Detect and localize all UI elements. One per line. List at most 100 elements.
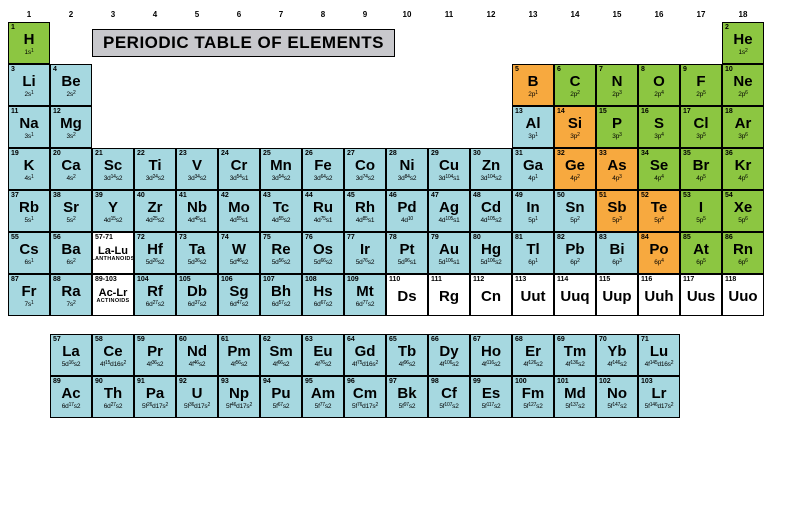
atomic-number: 33 [599, 150, 607, 157]
element-mt: 109Mt6d77s2 [344, 274, 386, 316]
element-symbol: Ta [189, 242, 205, 257]
atomic-number: 55 [11, 234, 19, 241]
electron-config: 6d77s2 [356, 301, 374, 309]
element-symbol: Nd [187, 344, 207, 359]
element-nb: 41Nb4d45s1 [176, 190, 218, 232]
atomic-number: 16 [641, 108, 649, 115]
element-symbol: Ca [61, 158, 80, 173]
element-symbol: Kr [735, 158, 752, 173]
element-symbol: Pb [565, 242, 584, 257]
element-symbol: Ds [397, 289, 416, 304]
element-symbol: Se [650, 158, 668, 173]
element-symbol: Ac [61, 386, 80, 401]
element-symbol: N [612, 74, 623, 89]
atomic-number: 102 [599, 378, 611, 385]
element-uuq: 114 Uuq [554, 274, 596, 316]
electron-config: 5p2 [570, 217, 579, 225]
element-symbol: Cr [231, 158, 248, 173]
element-symbol: Hs [313, 284, 332, 299]
element-uuh: 116Uuh [638, 274, 680, 316]
electron-config: 4f76s2 [315, 361, 332, 369]
element-te: 52Te5p4 [638, 190, 680, 232]
electron-config: 1s1 [24, 49, 33, 57]
atomic-number: 14 [557, 108, 565, 115]
element-es: 99Es5f117s2 [470, 376, 512, 418]
atomic-number: 89 [53, 378, 61, 385]
atomic-number: 85 [683, 234, 691, 241]
element-symbol: Ti [148, 158, 161, 173]
element-w: 74W5d46s2 [218, 232, 260, 274]
electron-config: 4d55s2 [272, 217, 290, 225]
electron-config: 4p4 [654, 175, 663, 183]
element-symbol: Cn [481, 289, 501, 304]
element-am: 95Am5f77s2 [302, 376, 344, 418]
electron-config: 5p1 [528, 217, 537, 225]
atomic-number: 114 [557, 276, 568, 283]
electron-config: 2p4 [654, 91, 663, 99]
electron-config: 6p5 [696, 259, 705, 267]
atomic-number: 82 [557, 234, 565, 241]
atomic-number: 57-71 [95, 234, 113, 241]
element-as: 33As4p3 [596, 148, 638, 190]
atomic-number: 69 [557, 336, 565, 343]
atomic-number: 15 [599, 108, 607, 115]
element-symbol: Sg [229, 284, 248, 299]
element-se: 34Se4p4 [638, 148, 680, 190]
element-symbol: Al [526, 116, 541, 131]
element-symbol: Cs [19, 242, 38, 257]
atomic-number: 36 [725, 150, 733, 157]
element-er: 68Er4f126s2 [512, 334, 554, 376]
electron-config: 5f76d17s2 [352, 403, 378, 411]
element-symbol: Hf [147, 242, 163, 257]
element-in: 49In5p1 [512, 190, 554, 232]
atomic-number: 86 [725, 234, 733, 241]
element-sn: 50Sn5p2 [554, 190, 596, 232]
element-ho: 67Ho4f116s2 [470, 334, 512, 376]
electron-config: 5f117s2 [482, 403, 501, 411]
element-symbol: Sr [63, 200, 79, 215]
atomic-number: 90 [95, 378, 103, 385]
element-symbol: At [693, 242, 709, 257]
atomic-number: 87 [11, 276, 19, 283]
element-mo: 42Mo4d55s1 [218, 190, 260, 232]
element-be: 4Be2s2 [50, 64, 92, 106]
element-symbol: Uuq [560, 289, 589, 304]
electron-config: 2p5 [696, 91, 705, 99]
atomic-number: 43 [263, 192, 271, 199]
element-symbol: Er [525, 344, 541, 359]
electron-config: 4d85s1 [356, 217, 374, 225]
page-title: PERIODIC TABLE OF ELEMENTS [92, 29, 395, 57]
element-symbol: Po [649, 242, 668, 257]
atomic-number: 59 [137, 336, 145, 343]
element-symbol: Mo [228, 200, 250, 215]
element-b: 5B2p1 [512, 64, 554, 106]
element-symbol: Ag [439, 200, 459, 215]
electron-config: 5d66s2 [314, 259, 332, 267]
element-si: 14Si3p2 [554, 106, 596, 148]
element-symbol: Cm [353, 386, 377, 401]
element-sg: 106Sg6d47s2 [218, 274, 260, 316]
element-symbol: Mt [356, 284, 374, 299]
element-symbol: Lr [652, 386, 667, 401]
element-hf: 72Hf5d26s2 [134, 232, 176, 274]
element-symbol: V [192, 158, 202, 173]
element-gd: 64Gd4f75d16s2 [344, 334, 386, 376]
element-co: 27Co3d74s2 [344, 148, 386, 190]
atomic-number: 105 [179, 276, 191, 283]
element-symbol: Os [313, 242, 333, 257]
element-symbol: Ar [735, 116, 752, 131]
column-number: 18 [722, 8, 764, 22]
electron-config: 4p3 [612, 175, 621, 183]
element-symbol: Bk [397, 386, 416, 401]
atomic-number: 58 [95, 336, 103, 343]
element-ru: 44Ru4d75s1 [302, 190, 344, 232]
atomic-number: 8 [641, 66, 645, 73]
atomic-number: 44 [305, 192, 313, 199]
electron-config: 6d57s2 [272, 301, 290, 309]
atomic-number: 31 [515, 150, 523, 157]
electron-config: 3p6 [738, 133, 747, 141]
element-th: 90Th6d27s2 [92, 376, 134, 418]
atomic-number: 116 [641, 276, 652, 283]
element-symbol: Cd [481, 200, 501, 215]
atomic-number: 7 [599, 66, 603, 73]
